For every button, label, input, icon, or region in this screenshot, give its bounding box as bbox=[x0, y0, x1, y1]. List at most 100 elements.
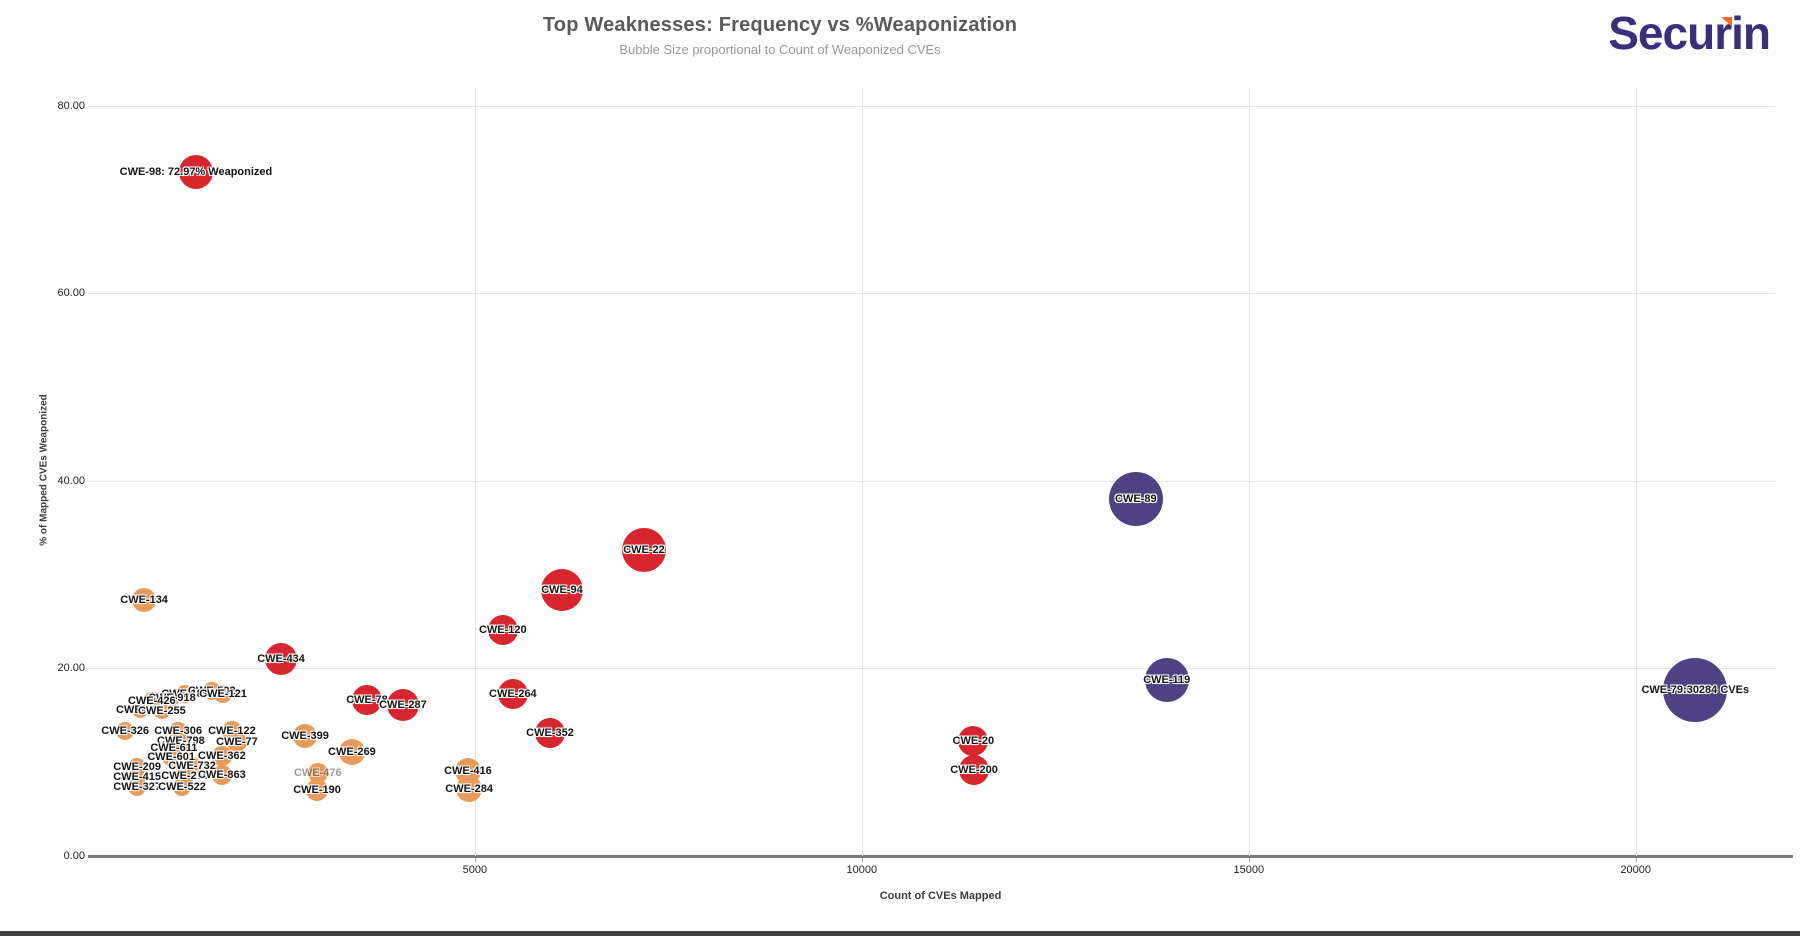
bubble-label-CWE-287: CWE-287 bbox=[379, 699, 427, 712]
bubble-CWE-264[interactable] bbox=[497, 678, 528, 709]
bubble-CWE-476[interactable] bbox=[307, 763, 328, 784]
bubble-CWE-284[interactable] bbox=[456, 776, 483, 803]
x-tick-label: 10000 bbox=[846, 864, 878, 876]
bubble-CWE-434[interactable] bbox=[265, 643, 298, 676]
x-axis-line bbox=[88, 855, 1793, 858]
bubble-CWE-287[interactable] bbox=[386, 689, 419, 722]
bubble-label-CWE-20: CWE-20 bbox=[952, 734, 995, 747]
bubble-CWE-522[interactable] bbox=[173, 777, 192, 796]
logo-orange-accent-icon bbox=[1721, 17, 1733, 27]
bubble-CWE-121[interactable] bbox=[214, 684, 233, 703]
bubble-label-CWE-134: CWE-134 bbox=[120, 594, 168, 607]
bubble-label-CWE-120: CWE-120 bbox=[478, 624, 527, 637]
bubble-CWE-601[interactable] bbox=[162, 747, 181, 766]
bubble-CWE-134[interactable] bbox=[132, 588, 157, 613]
x-gridline bbox=[861, 90, 863, 856]
x-tickmark bbox=[1248, 858, 1250, 862]
bubble-CWE-200[interactable] bbox=[959, 754, 990, 785]
bubble-label-CWE-639: CWE-639 bbox=[116, 703, 164, 716]
bubble-label-CWE-601: CWE-601 bbox=[147, 750, 196, 763]
bubble-CWE-78[interactable] bbox=[351, 685, 382, 716]
bubble-label-CWE-119: CWE-119 bbox=[1143, 673, 1191, 686]
bubble-CWE-352[interactable] bbox=[534, 718, 565, 749]
y-tick-label: 0.00 bbox=[63, 850, 85, 862]
bubble-CWE-119[interactable] bbox=[1144, 657, 1189, 702]
bubble-CWE-326[interactable] bbox=[116, 722, 135, 741]
bubble-label-CWE-98: CWE-98: 72.97% Weaponized bbox=[119, 165, 273, 178]
x-tickmark bbox=[474, 858, 476, 862]
x-tick-label: 5000 bbox=[462, 864, 488, 876]
bubble-CWE-190[interactable] bbox=[306, 779, 329, 802]
bubble-label-CWE-502: CWE-502 bbox=[187, 684, 236, 697]
bubble-label-CWE-426: CWE-426 bbox=[127, 695, 176, 708]
bubble-label-CWE-918: CWE-918 bbox=[148, 692, 196, 705]
bubble-label-CWE-89: CWE-89 bbox=[1115, 492, 1157, 505]
bubble-label-CWE-326: CWE-326 bbox=[101, 725, 149, 738]
x-gridline bbox=[1248, 90, 1250, 856]
bubble-label-CWE-327: CWE-327 bbox=[113, 780, 161, 793]
bubble-label-CWE-476: CWE-476 bbox=[293, 767, 342, 780]
chart-title: Top Weaknesses: Frequency vs %Weaponizat… bbox=[542, 14, 1018, 36]
bubble-CWE-639[interactable] bbox=[131, 701, 148, 718]
bubble-label-CWE-522: CWE-522 bbox=[158, 780, 206, 793]
bubble-CWE-20[interactable] bbox=[958, 725, 989, 756]
chart-subtitle: Bubble Size proportional to Count of Wea… bbox=[619, 42, 941, 57]
bubble-CWE-362[interactable] bbox=[211, 745, 232, 766]
bubble-label-CWE-732: CWE-732 bbox=[168, 759, 216, 772]
bubble-CWE-918[interactable] bbox=[163, 690, 180, 707]
securin-logo: Secur in bbox=[1608, 7, 1771, 59]
bubble-label-CWE-200: CWE-200 bbox=[950, 763, 998, 776]
bubble-label-CWE-352: CWE-352 bbox=[526, 727, 574, 740]
bubble-label-CWE-94: CWE-94 bbox=[541, 583, 583, 596]
y-gridline bbox=[88, 480, 1775, 482]
bubble-label-CWE-255: CWE-255 bbox=[138, 704, 186, 717]
bubble-label-CWE-434: CWE-434 bbox=[257, 653, 305, 666]
bubble-CWE-22[interactable] bbox=[622, 528, 666, 573]
bubble-CWE-327[interactable] bbox=[128, 777, 147, 796]
bubble-label-CWE-22: CWE-22 bbox=[623, 544, 665, 557]
y-gridline bbox=[88, 293, 1775, 295]
bubble-label-CWE-863: CWE-863 bbox=[198, 769, 246, 782]
logo-text-part2: r bbox=[1714, 7, 1733, 59]
bubble-label-CWE-306: CWE-306 bbox=[154, 725, 202, 738]
x-gridline bbox=[474, 90, 476, 856]
bubble-label-CWE-77: CWE-77 bbox=[216, 735, 258, 748]
bubble-label-CWE-284: CWE-284 bbox=[445, 783, 493, 796]
bubble-CWE-79[interactable] bbox=[1663, 658, 1728, 723]
logo-text-part3: in bbox=[1731, 7, 1771, 59]
bubble-CWE-255[interactable] bbox=[153, 702, 170, 719]
y-gridline bbox=[88, 105, 1775, 107]
bubble-label-CWE-798: CWE-798 bbox=[157, 734, 205, 747]
x-tick-label: 15000 bbox=[1233, 864, 1265, 876]
y-gridline bbox=[88, 668, 1775, 670]
bubble-label-CWE-122: CWE-122 bbox=[208, 725, 256, 738]
y-tick-label: 20.00 bbox=[57, 662, 85, 675]
bubble-CWE-94[interactable] bbox=[540, 568, 583, 611]
x-tickmark bbox=[1635, 858, 1637, 862]
y-tick-label: 60.00 bbox=[57, 287, 85, 300]
bubble-CWE-269[interactable] bbox=[338, 738, 365, 765]
bubble-CWE-863[interactable] bbox=[211, 765, 232, 786]
logo-text-part1: Secu bbox=[1608, 7, 1715, 59]
y-tick-label: 80.00 bbox=[57, 99, 85, 112]
bubble-label-CWE-399: CWE-399 bbox=[281, 729, 329, 742]
bubble-label-CWE-209: CWE-209 bbox=[113, 760, 161, 773]
bubble-CWE-399[interactable] bbox=[293, 723, 318, 748]
bubble-CWE-98[interactable] bbox=[178, 154, 213, 189]
bubble-CWE-77[interactable] bbox=[226, 731, 247, 752]
bubble-label-CWE-78: CWE-78 bbox=[346, 694, 388, 707]
bubble-CWE-89[interactable] bbox=[1108, 471, 1163, 526]
bubble-label-CWE-362: CWE-362 bbox=[198, 749, 246, 762]
bubble-label-CWE-121: CWE-121 bbox=[199, 687, 247, 700]
y-tick-label: 40.00 bbox=[57, 474, 85, 487]
bubble-label-CWE-415: CWE-415 bbox=[113, 771, 161, 784]
bubble-label-CWE-190: CWE-190 bbox=[293, 784, 341, 797]
bubble-label-CWE-269: CWE-269 bbox=[328, 745, 376, 758]
bubble-label-CWE-276: CWE-276 bbox=[161, 770, 209, 783]
x-tickmark bbox=[861, 858, 863, 862]
bubble-CWE-189[interactable] bbox=[176, 684, 195, 703]
bubble-label-CWE-79: CWE-79:30284 CVEs bbox=[1641, 684, 1750, 697]
bubble-label-CWE-611: CWE-611 bbox=[150, 742, 198, 755]
bubble-CWE-120[interactable] bbox=[487, 615, 518, 646]
